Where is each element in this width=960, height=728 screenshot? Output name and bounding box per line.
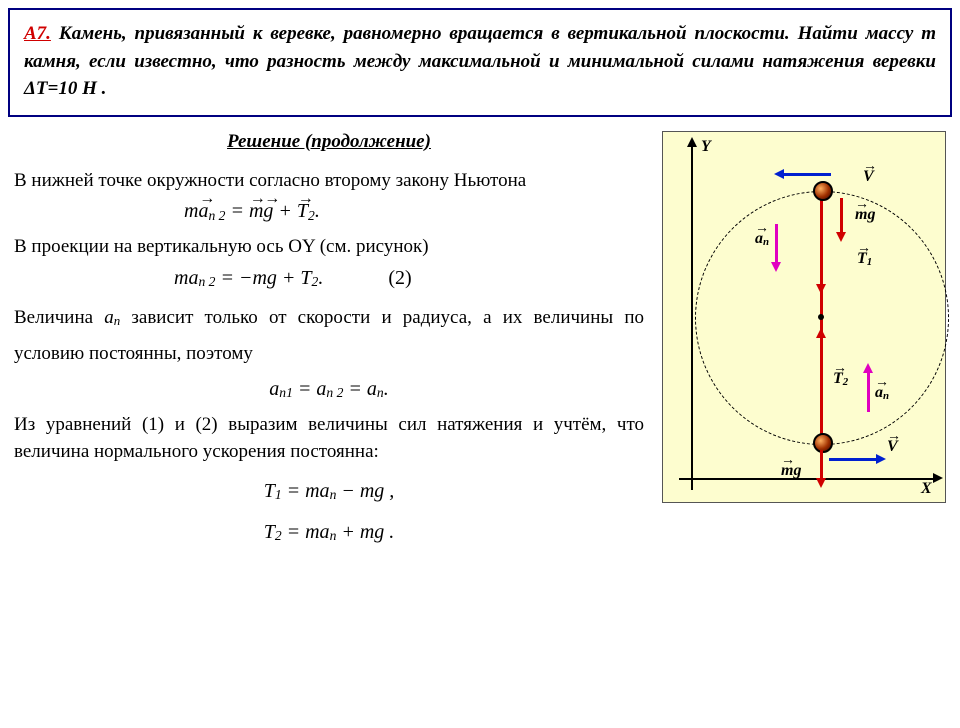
v-bottom: [829, 458, 877, 461]
diagram: Y X →V →V →mg →T1 →an: [662, 131, 946, 503]
equation-3: an1 = an 2 = an.: [14, 378, 644, 401]
t2-arrow: [816, 328, 826, 338]
label-mg-bottom: →mg: [781, 462, 801, 480]
equation-1: man 2 = mg + T2.: [14, 200, 644, 223]
v-top: [783, 173, 831, 176]
text-column: В нижней точке окружности согласно второ…: [14, 167, 644, 544]
problem-box: А7. Камень, привязанный к веревке, равно…: [8, 8, 952, 117]
t1-arrow: [816, 284, 826, 294]
an-bottom-arrow: [863, 363, 873, 373]
ball-bottom: [813, 433, 833, 453]
label-t1: →T1: [857, 250, 872, 268]
mg-top-arrow: [836, 232, 846, 242]
an-top: [775, 224, 778, 264]
v-bottom-arrow: [876, 454, 886, 464]
mg-bottom: [820, 450, 823, 480]
solution-title: Решение (продолжение): [14, 131, 644, 153]
label-mg-top: →mg: [855, 206, 875, 224]
label-an-top: →an: [755, 230, 769, 248]
x-axis: [679, 478, 935, 480]
content-area: Решение (продолжение) В нижней точке окр…: [14, 131, 946, 544]
mg-top: [840, 198, 843, 234]
x-axis-arrow: [933, 473, 943, 483]
problem-label: А7.: [24, 23, 51, 44]
equation-2-label: (2): [388, 267, 411, 290]
center-dot: [818, 314, 824, 320]
equation-4: T1 = man − mg ,: [14, 480, 644, 503]
problem-text: Камень, привязанный к веревке, равномерн…: [24, 23, 936, 72]
para-4: Из уравнений (1) и (2) выразим величины …: [14, 411, 644, 466]
y-axis-arrow: [687, 137, 697, 147]
para-3: Величина an зависит только от скорости и…: [14, 300, 644, 372]
para-1: В нижней точке окружности согласно второ…: [14, 167, 644, 195]
an-top-arrow: [771, 262, 781, 272]
y-axis: [691, 146, 693, 490]
problem-delta: ΔT=10 Н .: [24, 78, 106, 99]
an-bottom: [867, 372, 870, 412]
equation-2: man 2 = −mg + T2. (2): [14, 267, 644, 290]
label-t2: →T2: [833, 370, 848, 388]
label-v-bottom: →V: [887, 438, 898, 456]
para-2: В проекции на вертикальную ось OY (см. р…: [14, 233, 644, 261]
v-top-arrow: [774, 169, 784, 179]
label-x: X: [921, 480, 932, 498]
ball-top: [813, 181, 833, 201]
label-v-top: →V: [863, 168, 874, 186]
equation-5: T2 = man + mg .: [14, 521, 644, 544]
label-y: Y: [701, 138, 711, 156]
mg-bottom-arrow: [816, 478, 826, 488]
tension-line: [820, 199, 823, 443]
label-an-bottom: →an: [875, 384, 889, 402]
